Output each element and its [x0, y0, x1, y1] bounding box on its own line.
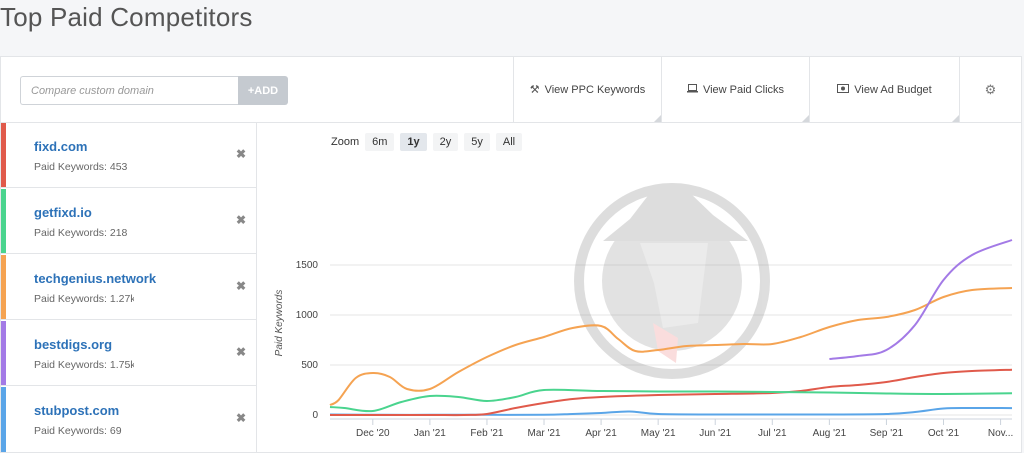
x-tick-label: Jan '21: [414, 428, 446, 439]
x-tick-label: Mar '21: [527, 428, 560, 439]
competitor-keyword-count: Paid Keywords: 1.27k: [34, 293, 134, 305]
paid-keywords-chart: 0 500 1000 1500 Dec '20 Jan '21 Feb '21 Mar '21…: [274, 183, 1014, 439]
laptop-icon: [686, 83, 698, 96]
x-tick-label: May '21: [641, 428, 676, 439]
competitor-item-fixd: fixd.com Paid Keywords: 453 ✖: [1, 123, 256, 188]
zoom-5y-button[interactable]: 5y: [464, 133, 490, 151]
x-tick-label: Feb '21: [470, 428, 503, 439]
series-line-fixd-com[interactable]: [330, 368, 1013, 417]
zoom-all-button[interactable]: All: [495, 133, 523, 151]
competitor-keyword-count: Paid Keywords: 453: [34, 161, 128, 173]
y-tick-label: 1000: [296, 310, 319, 321]
remove-competitor-icon[interactable]: ✖: [236, 411, 247, 425]
x-tick-label: Dec '20: [356, 428, 390, 439]
competitor-domain-link[interactable]: stubpost.com: [34, 403, 120, 418]
x-tick-label: Oct '21: [928, 428, 960, 439]
zoom-label: Zoom: [331, 136, 360, 148]
competitor-color-stripe: [1, 123, 6, 187]
page-title: Top Paid Competitors: [0, 2, 253, 32]
competitor-domain-link[interactable]: bestdigs.org: [34, 337, 113, 352]
x-tick-label: Aug '21: [813, 428, 847, 439]
remove-competitor-icon[interactable]: ✖: [236, 345, 247, 359]
view-paid-clicks-label: View Paid Clicks: [702, 83, 785, 96]
series-line-techgenius-network[interactable]: [329, 287, 1013, 406]
x-tick-label: Sep '21: [870, 428, 904, 439]
zoom-6m-button[interactable]: 6m: [365, 133, 395, 151]
competitor-color-stripe: [1, 387, 6, 452]
competitor-color-stripe: [1, 321, 6, 385]
watermark-spy-icon: [574, 183, 770, 379]
gear-icon: ⚙: [984, 81, 997, 97]
y-tick-label: 1500: [296, 260, 319, 271]
x-tick-label: Jun '21: [699, 428, 731, 439]
view-ppc-keywords-button[interactable]: ⚒ View PPC Keywords: [513, 57, 661, 122]
x-tick-label: Nov...: [988, 428, 1013, 439]
y-tick-label: 500: [301, 360, 318, 371]
chart-area: Zoom 6m 1y 2y 5y All 0 500 1000 1500 Dec '20…: [258, 123, 1022, 453]
view-ppc-keywords-label: View PPC Keywords: [544, 83, 646, 96]
zoom-controls: Zoom 6m 1y 2y 5y All: [331, 133, 528, 151]
competitor-color-stripe: [1, 189, 6, 253]
add-button[interactable]: +ADD: [238, 76, 288, 105]
x-tick-label: Apr '21: [585, 428, 617, 439]
competitors-panel: +ADD ⚒ View PPC Keywords View Paid Click…: [0, 56, 1022, 453]
x-tick-label: Jul '21: [758, 428, 787, 439]
competitor-item-stubpost: stubpost.com Paid Keywords: 69 ✖: [1, 387, 256, 452]
view-ad-budget-label: View Ad Budget: [854, 83, 932, 96]
series-line-getfixd-io[interactable]: [329, 388, 1013, 413]
view-ad-budget-button[interactable]: View Ad Budget: [809, 57, 959, 122]
competitor-item-getfixd: getfixd.io Paid Keywords: 218 ✖: [1, 189, 256, 254]
competitor-item-bestdigs: bestdigs.org Paid Keywords: 1.75k ✖: [1, 321, 256, 386]
competitor-domain-link[interactable]: techgenius.network: [34, 271, 157, 286]
chart-series: [329, 239, 1013, 417]
remove-competitor-icon[interactable]: ✖: [236, 147, 247, 161]
competitor-color-stripe: [1, 255, 6, 319]
competitor-domain-link[interactable]: getfixd.io: [34, 205, 92, 220]
toolbar: +ADD ⚒ View PPC Keywords View Paid Click…: [1, 57, 1021, 123]
competitor-item-techgenius: techgenius.network Paid Keywords: 1.27k …: [1, 255, 256, 320]
zoom-2y-button[interactable]: 2y: [432, 133, 459, 151]
remove-competitor-icon[interactable]: ✖: [236, 279, 247, 293]
compare-domain-input[interactable]: [20, 76, 239, 105]
zoom-1y-button[interactable]: 1y: [400, 133, 427, 151]
series-line-stubpost-com[interactable]: [329, 406, 1013, 416]
competitor-keyword-count: Paid Keywords: 218: [34, 227, 128, 239]
y-tick-label: 0: [312, 410, 318, 421]
series-line-bestdigs-org[interactable]: [829, 239, 1013, 360]
settings-button[interactable]: ⚙: [959, 57, 1021, 122]
view-paid-clicks-button[interactable]: View Paid Clicks: [661, 57, 809, 122]
competitor-list: fixd.com Paid Keywords: 453 ✖ getfixd.io…: [1, 123, 257, 453]
money-icon: [837, 83, 850, 96]
key-icon: ⚒: [529, 84, 540, 96]
competitor-keyword-count: Paid Keywords: 1.75k: [34, 359, 134, 371]
chart-axes: 0 500 1000 1500 Dec '20 Jan '21 Feb '21 Mar '21…: [296, 260, 1014, 439]
competitor-keyword-count: Paid Keywords: 69: [34, 425, 122, 437]
competitor-domain-link[interactable]: fixd.com: [34, 139, 88, 154]
remove-competitor-icon[interactable]: ✖: [236, 213, 247, 227]
y-axis-label: Paid Keywords: [274, 290, 285, 357]
